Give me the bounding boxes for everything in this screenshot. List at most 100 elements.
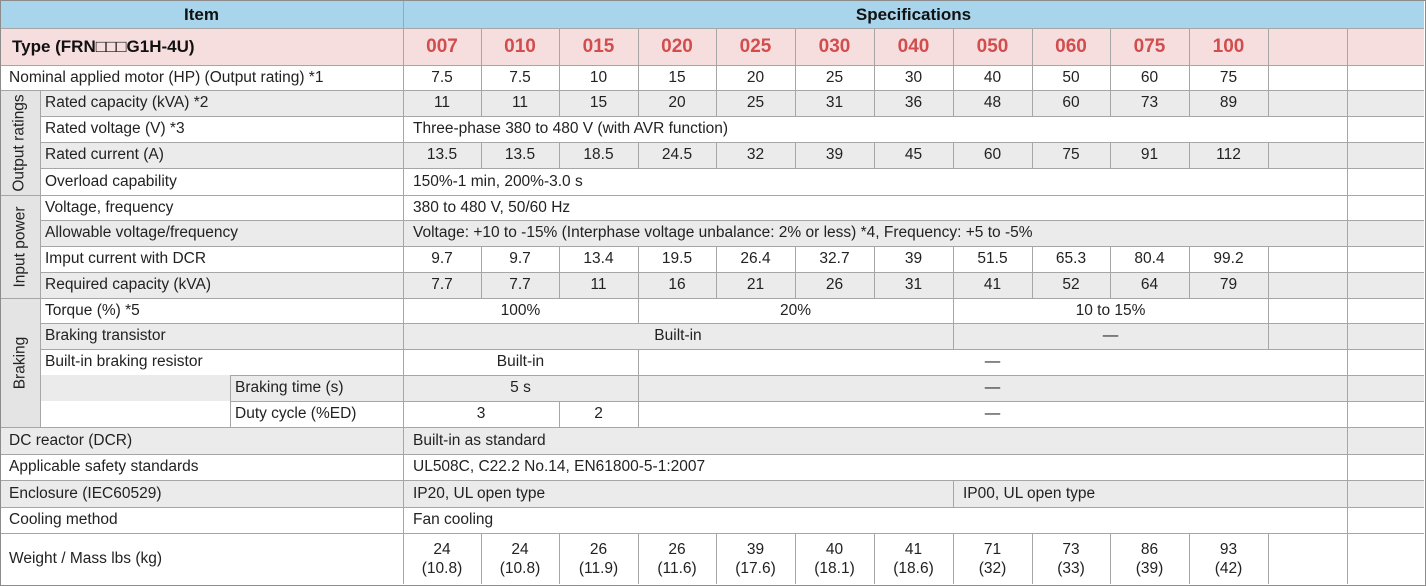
row-divider bbox=[40, 220, 1424, 221]
value-span: Fan cooling bbox=[413, 511, 494, 528]
value-cell: 11 bbox=[590, 276, 607, 293]
value-cell: 60 bbox=[1140, 68, 1159, 86]
item-header: Item bbox=[0, 1, 403, 28]
value-cell: 32.7 bbox=[819, 250, 850, 267]
weight-lbs: 93 bbox=[1219, 540, 1238, 558]
model-code: 015 bbox=[559, 28, 638, 65]
value-span: Voltage: +10 to -15% (Interphase voltage… bbox=[413, 224, 1033, 241]
value-cell: 75 bbox=[1219, 68, 1238, 86]
value-cell: 73 bbox=[1140, 94, 1159, 111]
group-column bbox=[0, 90, 40, 427]
value-cell: 10 bbox=[589, 68, 608, 86]
row-divider bbox=[40, 246, 1424, 247]
column-divider bbox=[559, 28, 560, 116]
column-divider bbox=[953, 246, 954, 298]
weight-lbs: 71 bbox=[983, 540, 1002, 558]
value-cell: 41 bbox=[983, 276, 1002, 293]
column-divider bbox=[874, 142, 875, 168]
row-label: Allowable voltage/frequency bbox=[45, 224, 239, 241]
row-label: Rated current (A) bbox=[45, 146, 164, 163]
column-divider bbox=[1189, 533, 1190, 584]
column-divider bbox=[1110, 142, 1111, 168]
weight-cell: 86 (39) bbox=[1110, 533, 1189, 584]
column-divider bbox=[1032, 28, 1033, 116]
row-divider bbox=[0, 28, 1424, 29]
value-cell: 9.7 bbox=[431, 250, 453, 267]
value-cell: 89 bbox=[1219, 94, 1238, 111]
column-divider bbox=[1347, 28, 1348, 584]
value-cell: 32 bbox=[746, 146, 765, 163]
row-label: Duty cycle (%ED) bbox=[235, 405, 357, 422]
weight-kg: (10.8) bbox=[421, 559, 463, 577]
column-divider bbox=[638, 142, 639, 168]
row-divider bbox=[0, 480, 1424, 481]
value-cell: 24.5 bbox=[661, 146, 693, 163]
row-label: Required capacity (kVA) bbox=[45, 276, 211, 293]
row-label: Enclosure (IEC60529) bbox=[9, 484, 162, 502]
value-cell: 15 bbox=[668, 68, 686, 86]
weight-cell: 73 (33) bbox=[1032, 533, 1110, 584]
weight-kg: (11.9) bbox=[578, 559, 619, 577]
column-divider bbox=[481, 28, 482, 116]
value-cell: 25 bbox=[825, 68, 844, 86]
row-shading bbox=[0, 142, 1424, 168]
weight-kg: (11.6) bbox=[657, 559, 697, 577]
value-span: Three-phase 380 to 480 V (with AVR funct… bbox=[413, 120, 729, 137]
column-divider bbox=[1032, 142, 1033, 168]
weight-lbs: 73 bbox=[1062, 540, 1080, 558]
value-span: 150%-1 min, 200%-3.0 s bbox=[413, 172, 583, 190]
column-divider bbox=[1032, 533, 1033, 584]
value-cell: 20 bbox=[668, 94, 686, 111]
value-cell: 7.7 bbox=[431, 276, 453, 293]
column-divider bbox=[559, 533, 560, 584]
column-divider bbox=[953, 533, 954, 584]
model-code: 075 bbox=[1110, 28, 1189, 65]
column-divider bbox=[1268, 28, 1269, 116]
column-divider bbox=[1189, 246, 1190, 298]
value-cell: 45 bbox=[904, 146, 923, 163]
transistor-value: — bbox=[1102, 327, 1119, 344]
column-divider bbox=[795, 28, 796, 116]
value-cell: 25 bbox=[746, 94, 765, 111]
weight-kg: (33) bbox=[1057, 559, 1085, 577]
value-cell: 7.5 bbox=[431, 68, 453, 86]
weight-lbs: 26 bbox=[668, 540, 686, 558]
value-cell: 52 bbox=[1062, 276, 1080, 293]
value-cell: 31 bbox=[825, 94, 844, 111]
row-label: Rated voltage (V) *3 bbox=[45, 120, 185, 137]
row-divider bbox=[40, 142, 1424, 143]
model-blank bbox=[1268, 28, 1424, 65]
column-divider bbox=[638, 28, 639, 116]
column-divider bbox=[481, 246, 482, 298]
value-cell: 64 bbox=[1140, 276, 1159, 293]
braking-time-value: — bbox=[984, 379, 1001, 396]
column-divider bbox=[874, 246, 875, 298]
column-divider bbox=[795, 533, 796, 584]
value-cell: 15 bbox=[589, 94, 608, 111]
value-cell: 11 bbox=[511, 94, 529, 111]
column-divider bbox=[40, 90, 41, 427]
value-cell: 19.5 bbox=[661, 250, 693, 267]
model-code: 025 bbox=[716, 28, 795, 65]
column-divider bbox=[1189, 28, 1190, 116]
model-code: 100 bbox=[1189, 28, 1268, 65]
weight-kg: (18.1) bbox=[814, 559, 855, 577]
row-divider bbox=[0, 427, 1424, 428]
weight-lbs: 40 bbox=[825, 540, 844, 558]
value-cell: 18.5 bbox=[583, 146, 614, 163]
weight-lbs: 39 bbox=[746, 540, 765, 558]
duty-value: — bbox=[984, 405, 1001, 422]
weight-cell: 24 (10.8) bbox=[403, 533, 481, 584]
value-cell: 99.2 bbox=[1213, 250, 1244, 267]
duty-value: 3 bbox=[476, 405, 486, 422]
column-divider bbox=[481, 533, 482, 584]
row-label: Built-in braking resistor bbox=[45, 353, 203, 370]
column-divider bbox=[953, 142, 954, 168]
row-divider bbox=[0, 65, 1424, 66]
row-divider bbox=[230, 401, 1424, 402]
row-label: Applicable safety standards bbox=[9, 458, 199, 475]
value-cell: 60 bbox=[1062, 94, 1080, 111]
value-span: UL508C, C22.2 No.14, EN61800-5-1:2007 bbox=[413, 458, 706, 475]
column-divider bbox=[716, 533, 717, 584]
row-divider bbox=[40, 116, 1424, 117]
